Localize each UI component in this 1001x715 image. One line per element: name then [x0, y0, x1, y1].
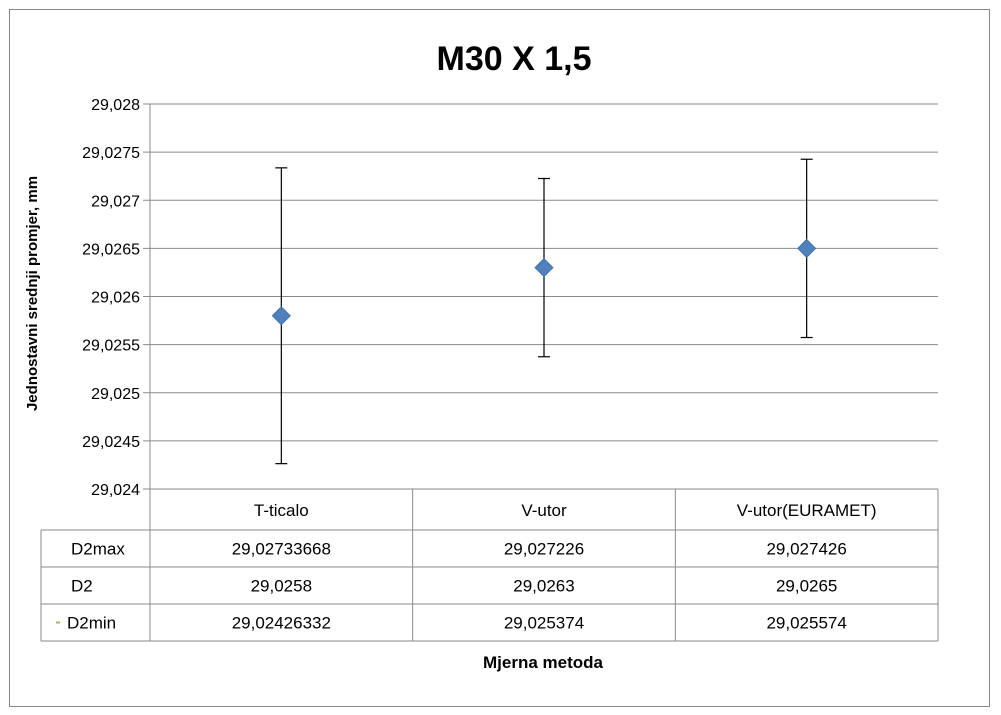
table-row-label: D2min	[67, 614, 116, 633]
table-row-label: D2	[71, 577, 93, 596]
category-label: V-utor(EURAMET)	[737, 501, 877, 520]
category-label: V-utor	[521, 501, 567, 520]
legend-key	[56, 621, 60, 624]
y-tick-label: 29,024	[91, 482, 140, 499]
y-tick-label: 29,0275	[82, 145, 140, 162]
data-point-marker	[534, 258, 554, 278]
chart-frame	[9, 9, 990, 707]
data-point-marker	[271, 306, 291, 326]
table-cell: 29,025374	[504, 614, 584, 633]
table-cell: 29,0265	[776, 577, 837, 596]
table-cell: 29,02733668	[232, 540, 331, 559]
y-tick-label: 29,027	[91, 193, 140, 210]
table-row-label: D2max	[71, 540, 125, 559]
table-cell: 29,027426	[766, 540, 846, 559]
y-tick-label: 29,026	[91, 290, 140, 307]
table-cell: 29,0258	[251, 577, 312, 596]
y-tick-label: 29,0245	[82, 434, 140, 451]
x-axis-label: Mjerna metoda	[483, 653, 604, 672]
category-label: T-ticalo	[254, 501, 309, 520]
data-point-marker	[797, 238, 817, 258]
y-tick-label: 29,0255	[82, 338, 140, 355]
table-cell: 29,027226	[504, 540, 584, 559]
y-tick-label: 29,028	[91, 97, 140, 114]
chart-title: M30 X 1,5	[437, 40, 592, 78]
y-tick-label: 29,0265	[82, 241, 140, 258]
table-cell: 29,025574	[766, 614, 846, 633]
table-cell: 29,0263	[513, 577, 574, 596]
y-axis-label: Jednostavni srednji promjer, mm	[24, 176, 41, 411]
y-tick-label: 29,025	[91, 386, 140, 403]
table-cell: 29,02426332	[232, 614, 331, 633]
